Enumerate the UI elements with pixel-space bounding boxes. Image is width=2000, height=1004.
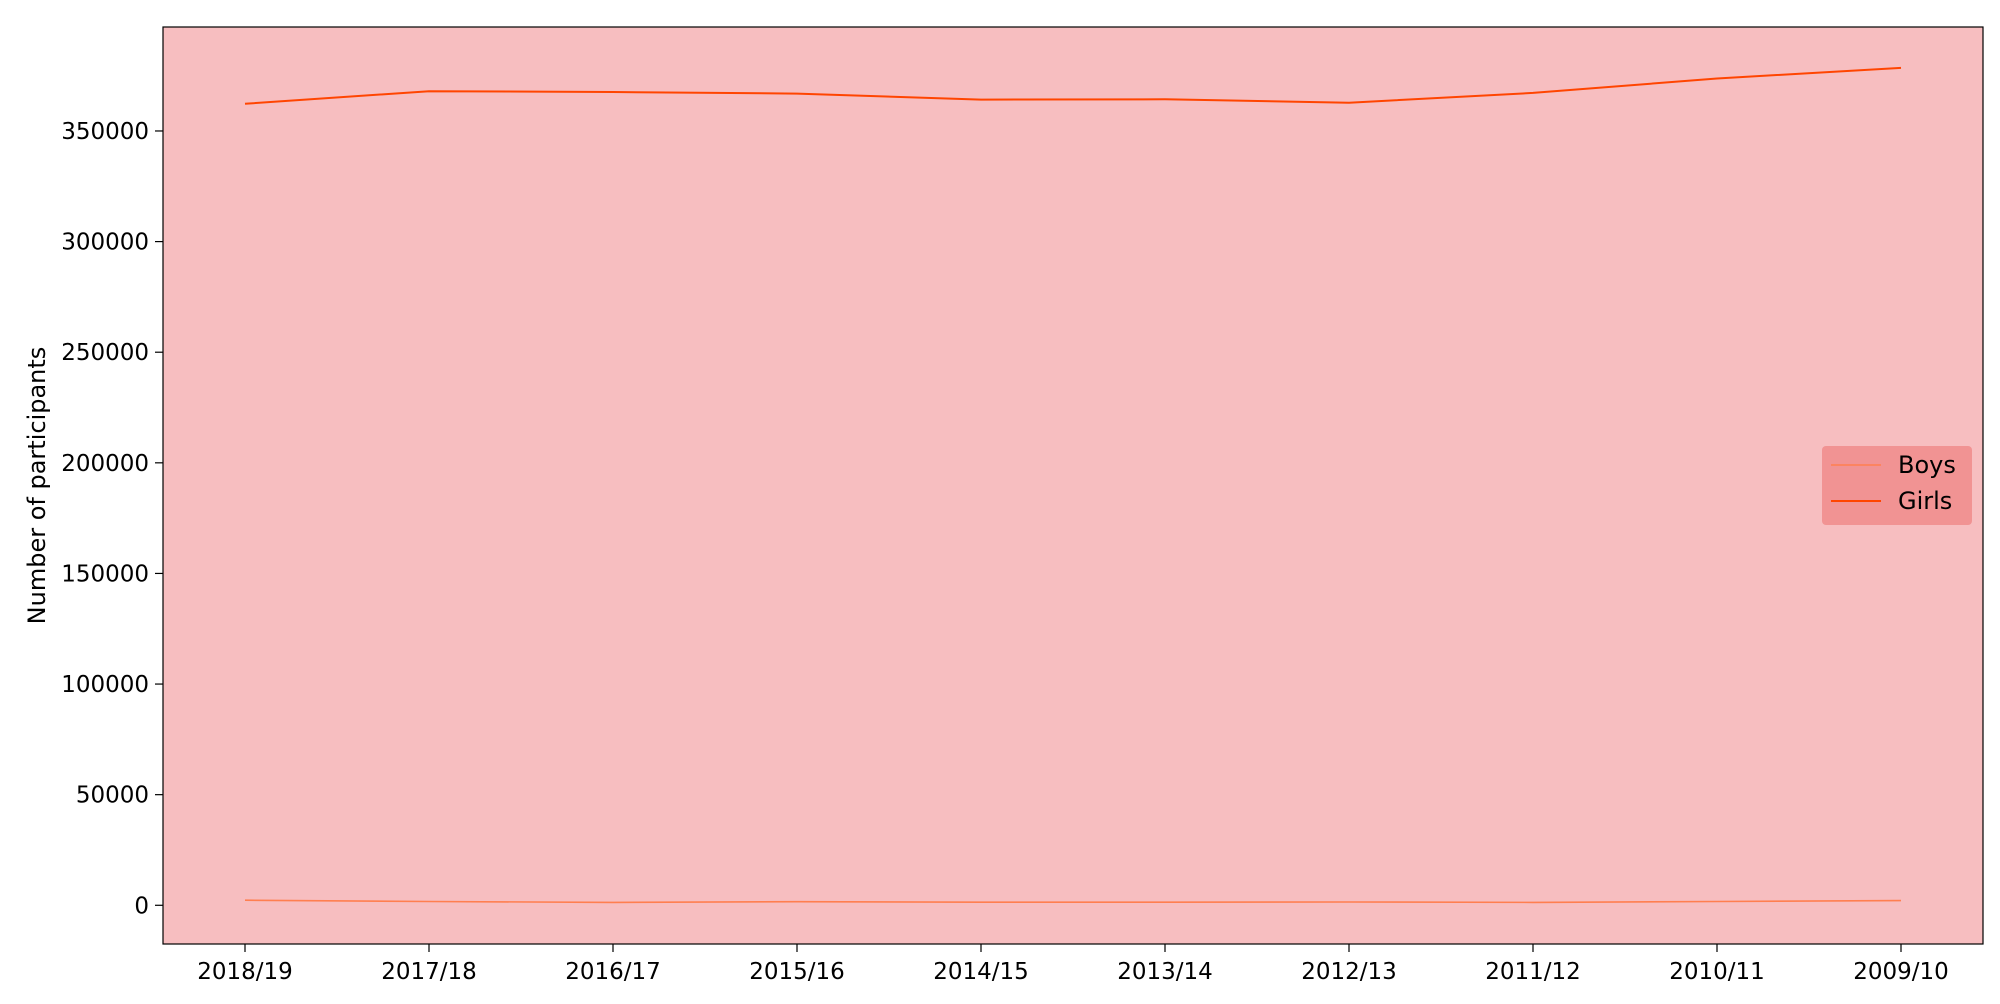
x-tick-label: 2012/13 xyxy=(1301,959,1397,985)
legend-label-boys: Boys xyxy=(1898,451,1956,479)
x-tick-label: 2018/19 xyxy=(197,959,293,985)
x-tick-label: 2015/16 xyxy=(749,959,845,985)
y-tick-label: 100000 xyxy=(61,672,149,698)
x-tick-label: 2010/11 xyxy=(1669,959,1765,985)
y-tick-label: 150000 xyxy=(61,561,149,587)
y-tick-label: 50000 xyxy=(76,783,149,809)
series-line-boys xyxy=(244,899,1902,904)
x-tick-label: 2017/18 xyxy=(381,959,477,985)
y-axis: 0 50000 100000 150000 200000 250000 300000 3500… xyxy=(61,119,163,919)
y-tick-label: 200000 xyxy=(61,451,149,477)
legend: Boys Girls xyxy=(1822,446,1972,525)
x-tick-label: 2013/14 xyxy=(1117,959,1213,985)
y-tick-label: 250000 xyxy=(61,340,149,366)
series-layer xyxy=(244,66,1902,904)
y-tick-label: 350000 xyxy=(61,119,149,145)
plot-frame xyxy=(162,26,1984,945)
y-tick-label: 300000 xyxy=(61,230,149,256)
y-axis-label: Number of participants xyxy=(23,347,51,625)
y-tick-label: 0 xyxy=(134,893,149,919)
x-axis: 2018/19 2017/18 2016/17 2015/16 2014/15 2013/… xyxy=(197,944,1949,985)
series-line-girls xyxy=(244,66,1902,105)
x-tick-label: 2016/17 xyxy=(565,959,661,985)
x-tick-label: 2014/15 xyxy=(933,959,1029,985)
x-tick-label: 2009/10 xyxy=(1853,959,1949,985)
legend-label-girls: Girls xyxy=(1898,487,1952,515)
x-tick-label: 2011/12 xyxy=(1485,959,1581,985)
plot-area xyxy=(163,27,1983,944)
